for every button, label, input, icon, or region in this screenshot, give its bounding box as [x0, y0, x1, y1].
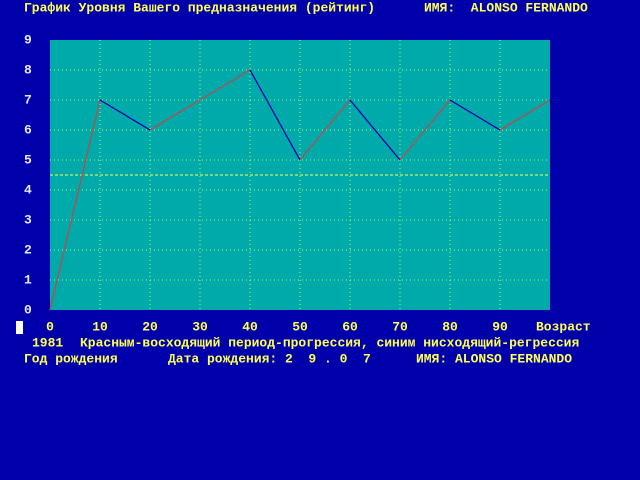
- line-segment: [499, 99, 551, 131]
- line-segment: [199, 69, 251, 101]
- x-tick-label: 20: [142, 319, 158, 334]
- line-segment: [349, 99, 401, 161]
- y-tick-label: 5: [24, 152, 32, 167]
- x-tick-label: 40: [242, 319, 258, 334]
- chart-title: График Уровня Вашего предназначения (рей…: [24, 0, 375, 15]
- y-tick-label: 3: [24, 212, 32, 227]
- y-tick-label: 8: [24, 62, 32, 77]
- x-tick-label: Возраст: [536, 319, 591, 334]
- y-tick-label: 6: [24, 122, 32, 137]
- birth-date: Дата рождения: 2 9 . 0 7: [168, 351, 371, 366]
- line-segment: [299, 99, 351, 161]
- line-segment: [99, 99, 151, 131]
- x-tick-label: 90: [492, 319, 508, 334]
- cursor: [16, 321, 23, 334]
- x-tick-label: 30: [192, 319, 208, 334]
- line-segment: [449, 99, 501, 131]
- x-tick-label: 80: [442, 319, 458, 334]
- x-tick-label: 0: [46, 319, 54, 334]
- birth-year-label: Год рождения: [24, 351, 118, 366]
- y-tick-label: 2: [24, 242, 32, 257]
- line-segment: [249, 69, 301, 161]
- y-tick-label: 4: [24, 182, 32, 197]
- footer-legend: Красным-восходящий период-прогрессия, си…: [80, 335, 579, 350]
- name-label: ИМЯ: ALONSO FERNANDO: [424, 0, 588, 15]
- y-tick-label: 7: [24, 92, 32, 107]
- x-tick-label: 70: [392, 319, 408, 334]
- y-tick-label: 0: [24, 302, 32, 317]
- x-tick-label: 10: [92, 319, 108, 334]
- line-segment: [399, 99, 451, 161]
- line-segment: [149, 99, 201, 131]
- x-tick-label: 60: [342, 319, 358, 334]
- x-tick-label: 50: [292, 319, 308, 334]
- y-tick-label: 1: [24, 272, 32, 287]
- footer-name: ИМЯ: ALONSO FERNANDO: [416, 351, 572, 366]
- line-segment: [49, 99, 101, 311]
- footer-year: 1981: [32, 335, 63, 350]
- y-tick-label: 9: [24, 32, 32, 47]
